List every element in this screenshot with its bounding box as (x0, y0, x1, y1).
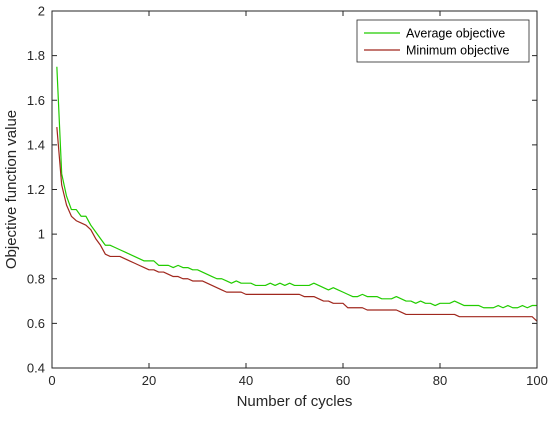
legend-label-average: Average objective (406, 27, 505, 41)
x-tick-label: 20 (142, 373, 156, 388)
x-tick-label: 100 (526, 373, 548, 388)
legend-box (356, 19, 530, 63)
ticks-layer: 0 20 40 60 80 100 0.4 0.6 0.8 1 1.2 1.4 1.6 1.8 2 (27, 4, 548, 389)
x-tick-label: 80 (433, 373, 447, 388)
y-tick-label: 1.6 (27, 93, 45, 108)
y-tick-label: 1.4 (27, 137, 45, 152)
plot-area (52, 11, 537, 368)
y-tick-label: 0.8 (27, 271, 45, 286)
x-tick-label: 0 (48, 373, 55, 388)
y-axis-label: Objective function value (3, 110, 20, 269)
y-tick-label: 2 (38, 4, 45, 19)
series-layer (56, 66, 538, 322)
x-axis-label: Number of cycles (237, 393, 353, 410)
x-tick-label: 40 (239, 373, 253, 388)
legend-label-minimum: Minimum objective (406, 44, 510, 58)
y-tick-label: 1 (38, 227, 45, 242)
series-line-minimum (56, 126, 538, 322)
y-tick-label: 1.2 (27, 182, 45, 197)
x-tick-label: 60 (336, 373, 350, 388)
legend: Average objective Minimum objective (356, 19, 530, 63)
y-tick-label: 0.6 (27, 316, 45, 331)
series-line-average (56, 66, 537, 309)
y-tick-label: 1.8 (27, 48, 45, 63)
y-tick-label: 0.4 (27, 361, 45, 376)
